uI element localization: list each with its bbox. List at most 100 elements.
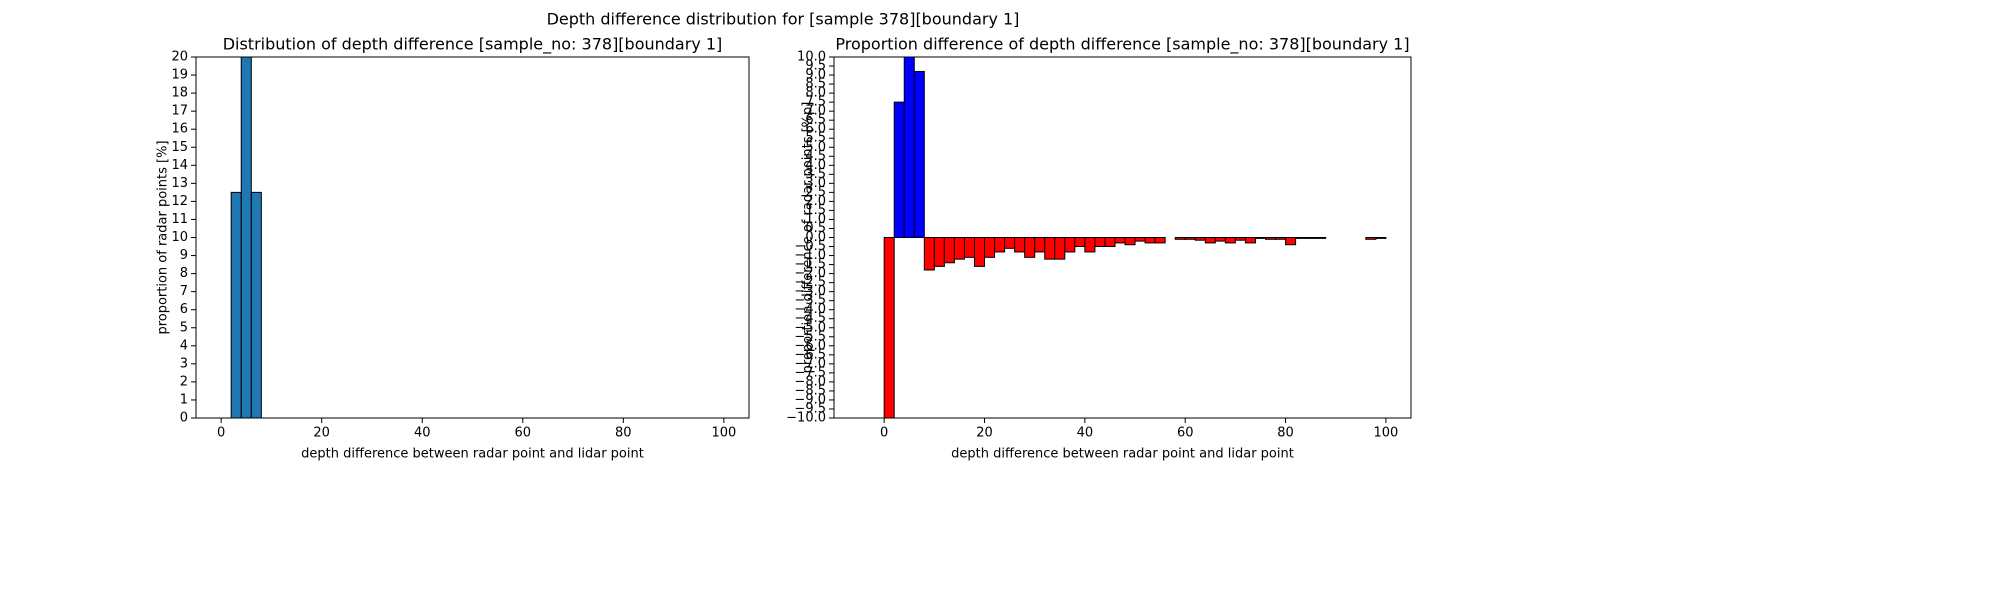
figure-title: Depth difference distribution for [sampl…	[547, 10, 1020, 29]
y-tick-label: 15	[171, 140, 188, 155]
y-tick-label: 4.5	[805, 149, 826, 164]
y-tick-label: 2	[180, 374, 188, 389]
bar	[1034, 237, 1046, 253]
y-tick-label: −5.0	[794, 320, 826, 335]
y-tick-label: 14	[171, 158, 188, 173]
bar	[1244, 237, 1256, 244]
bar	[1305, 237, 1317, 239]
x-tick-label: 80	[615, 426, 632, 441]
y-tick-label: −7.0	[794, 356, 826, 371]
bar	[1104, 237, 1116, 248]
bar	[1144, 237, 1156, 244]
bar	[893, 101, 905, 238]
y-tick-label: −2.5	[794, 275, 826, 290]
y-tick-label: −3.5	[794, 293, 826, 308]
bar	[1114, 237, 1126, 244]
y-tick-label: 7	[180, 284, 188, 299]
y-tick-label: 1.5	[805, 203, 826, 218]
y-tick-label: 7.5	[805, 95, 826, 110]
y-tick-label: 6.0	[805, 122, 826, 137]
y-tick-label: 18	[171, 86, 188, 101]
bar	[1024, 237, 1036, 258]
y-tick-label: −4.0	[794, 302, 826, 317]
y-tick-label: 0.5	[805, 221, 826, 236]
bar	[984, 237, 996, 258]
bar	[1154, 237, 1166, 244]
bar	[1064, 237, 1076, 253]
bar	[923, 237, 935, 271]
y-axis-label: proportion difference of radar points [%…	[801, 102, 816, 374]
bar	[903, 57, 915, 238]
x-tick-label: 20	[976, 426, 993, 441]
y-tick-label: 0.0	[805, 230, 826, 245]
bar	[1375, 237, 1387, 239]
bar	[1204, 237, 1216, 244]
x-tick-label: 20	[313, 426, 330, 441]
y-tick-label: −8.5	[794, 383, 826, 398]
bar	[933, 237, 945, 267]
bars	[883, 57, 1387, 418]
y-tick-label: 6	[180, 302, 188, 317]
bar	[1054, 237, 1066, 260]
bar	[1124, 237, 1136, 246]
y-tick-label: −9.5	[794, 401, 826, 416]
y-tick-label: −9.0	[794, 392, 826, 407]
x-tick-label: 60	[1177, 426, 1194, 441]
x-tick-label: 100	[1373, 426, 1398, 441]
y-tick-label: 5.5	[805, 131, 826, 146]
y-tick-label: 0	[180, 411, 188, 426]
y-tick-label: 11	[171, 212, 188, 227]
bar	[240, 57, 252, 418]
bar	[250, 191, 262, 418]
bar	[1295, 237, 1307, 239]
bar	[973, 237, 986, 267]
y-tick-label: 1	[180, 392, 188, 407]
bar	[1285, 237, 1297, 246]
y-tick-label: 20	[171, 50, 188, 65]
bar	[1004, 237, 1016, 249]
bar	[1264, 237, 1277, 240]
y-tick-label: 9	[180, 248, 188, 263]
y-tick-label: 8.5	[805, 77, 826, 92]
y-tick-label: −7.5	[794, 365, 826, 380]
y-tick-label: 3.5	[805, 167, 826, 182]
x-axis-label: depth difference between radar point and…	[951, 447, 1294, 462]
bar	[1074, 237, 1086, 248]
bar	[1234, 237, 1246, 241]
y-tick-label: 8	[180, 266, 188, 281]
y-tick-label: 12	[171, 194, 188, 209]
bar	[1214, 237, 1226, 242]
y-tick-label: −1.0	[794, 248, 826, 263]
bar	[1174, 237, 1186, 240]
y-tick-label: −6.0	[794, 338, 826, 353]
y-tick-label: 9.5	[805, 59, 826, 74]
y-tick-label: −6.5	[794, 347, 826, 362]
subplot-title: Distribution of depth difference [sample…	[223, 35, 723, 55]
y-tick-label: 4.0	[805, 158, 826, 173]
bar	[1275, 237, 1287, 240]
bar	[1044, 237, 1056, 260]
bar	[1014, 237, 1026, 253]
x-tick-label: 100	[711, 426, 736, 441]
y-tick-label: −3.0	[794, 284, 826, 299]
y-tick-label: 13	[171, 176, 188, 191]
y-tick-label: −2.0	[794, 266, 826, 281]
y-tick-label: −8.0	[794, 374, 826, 389]
y-tick-label: −1.5	[794, 257, 826, 272]
bar	[1254, 237, 1266, 239]
y-tick-label: 2.0	[805, 194, 826, 209]
bar	[1315, 237, 1327, 239]
subplot-title: Proportion difference of depth differenc…	[835, 35, 1409, 55]
y-tick-label: 4	[180, 338, 188, 353]
y-tick-label: 5.0	[805, 140, 826, 155]
y-tick-label: −10.0	[786, 411, 826, 426]
y-tick-label: 1.0	[805, 212, 826, 227]
x-tick-label: 40	[1077, 426, 1094, 441]
subplot: 0 20 40 60 80 100 −10.0−9.5−9.0−8.5−8.0−7.5−7.…	[786, 35, 1412, 462]
y-tick-label: 6.5	[805, 113, 826, 128]
bar	[1134, 237, 1146, 242]
x-tick-label: 0	[217, 426, 225, 441]
y-tick-label: 19	[171, 68, 188, 83]
bar	[883, 237, 895, 418]
